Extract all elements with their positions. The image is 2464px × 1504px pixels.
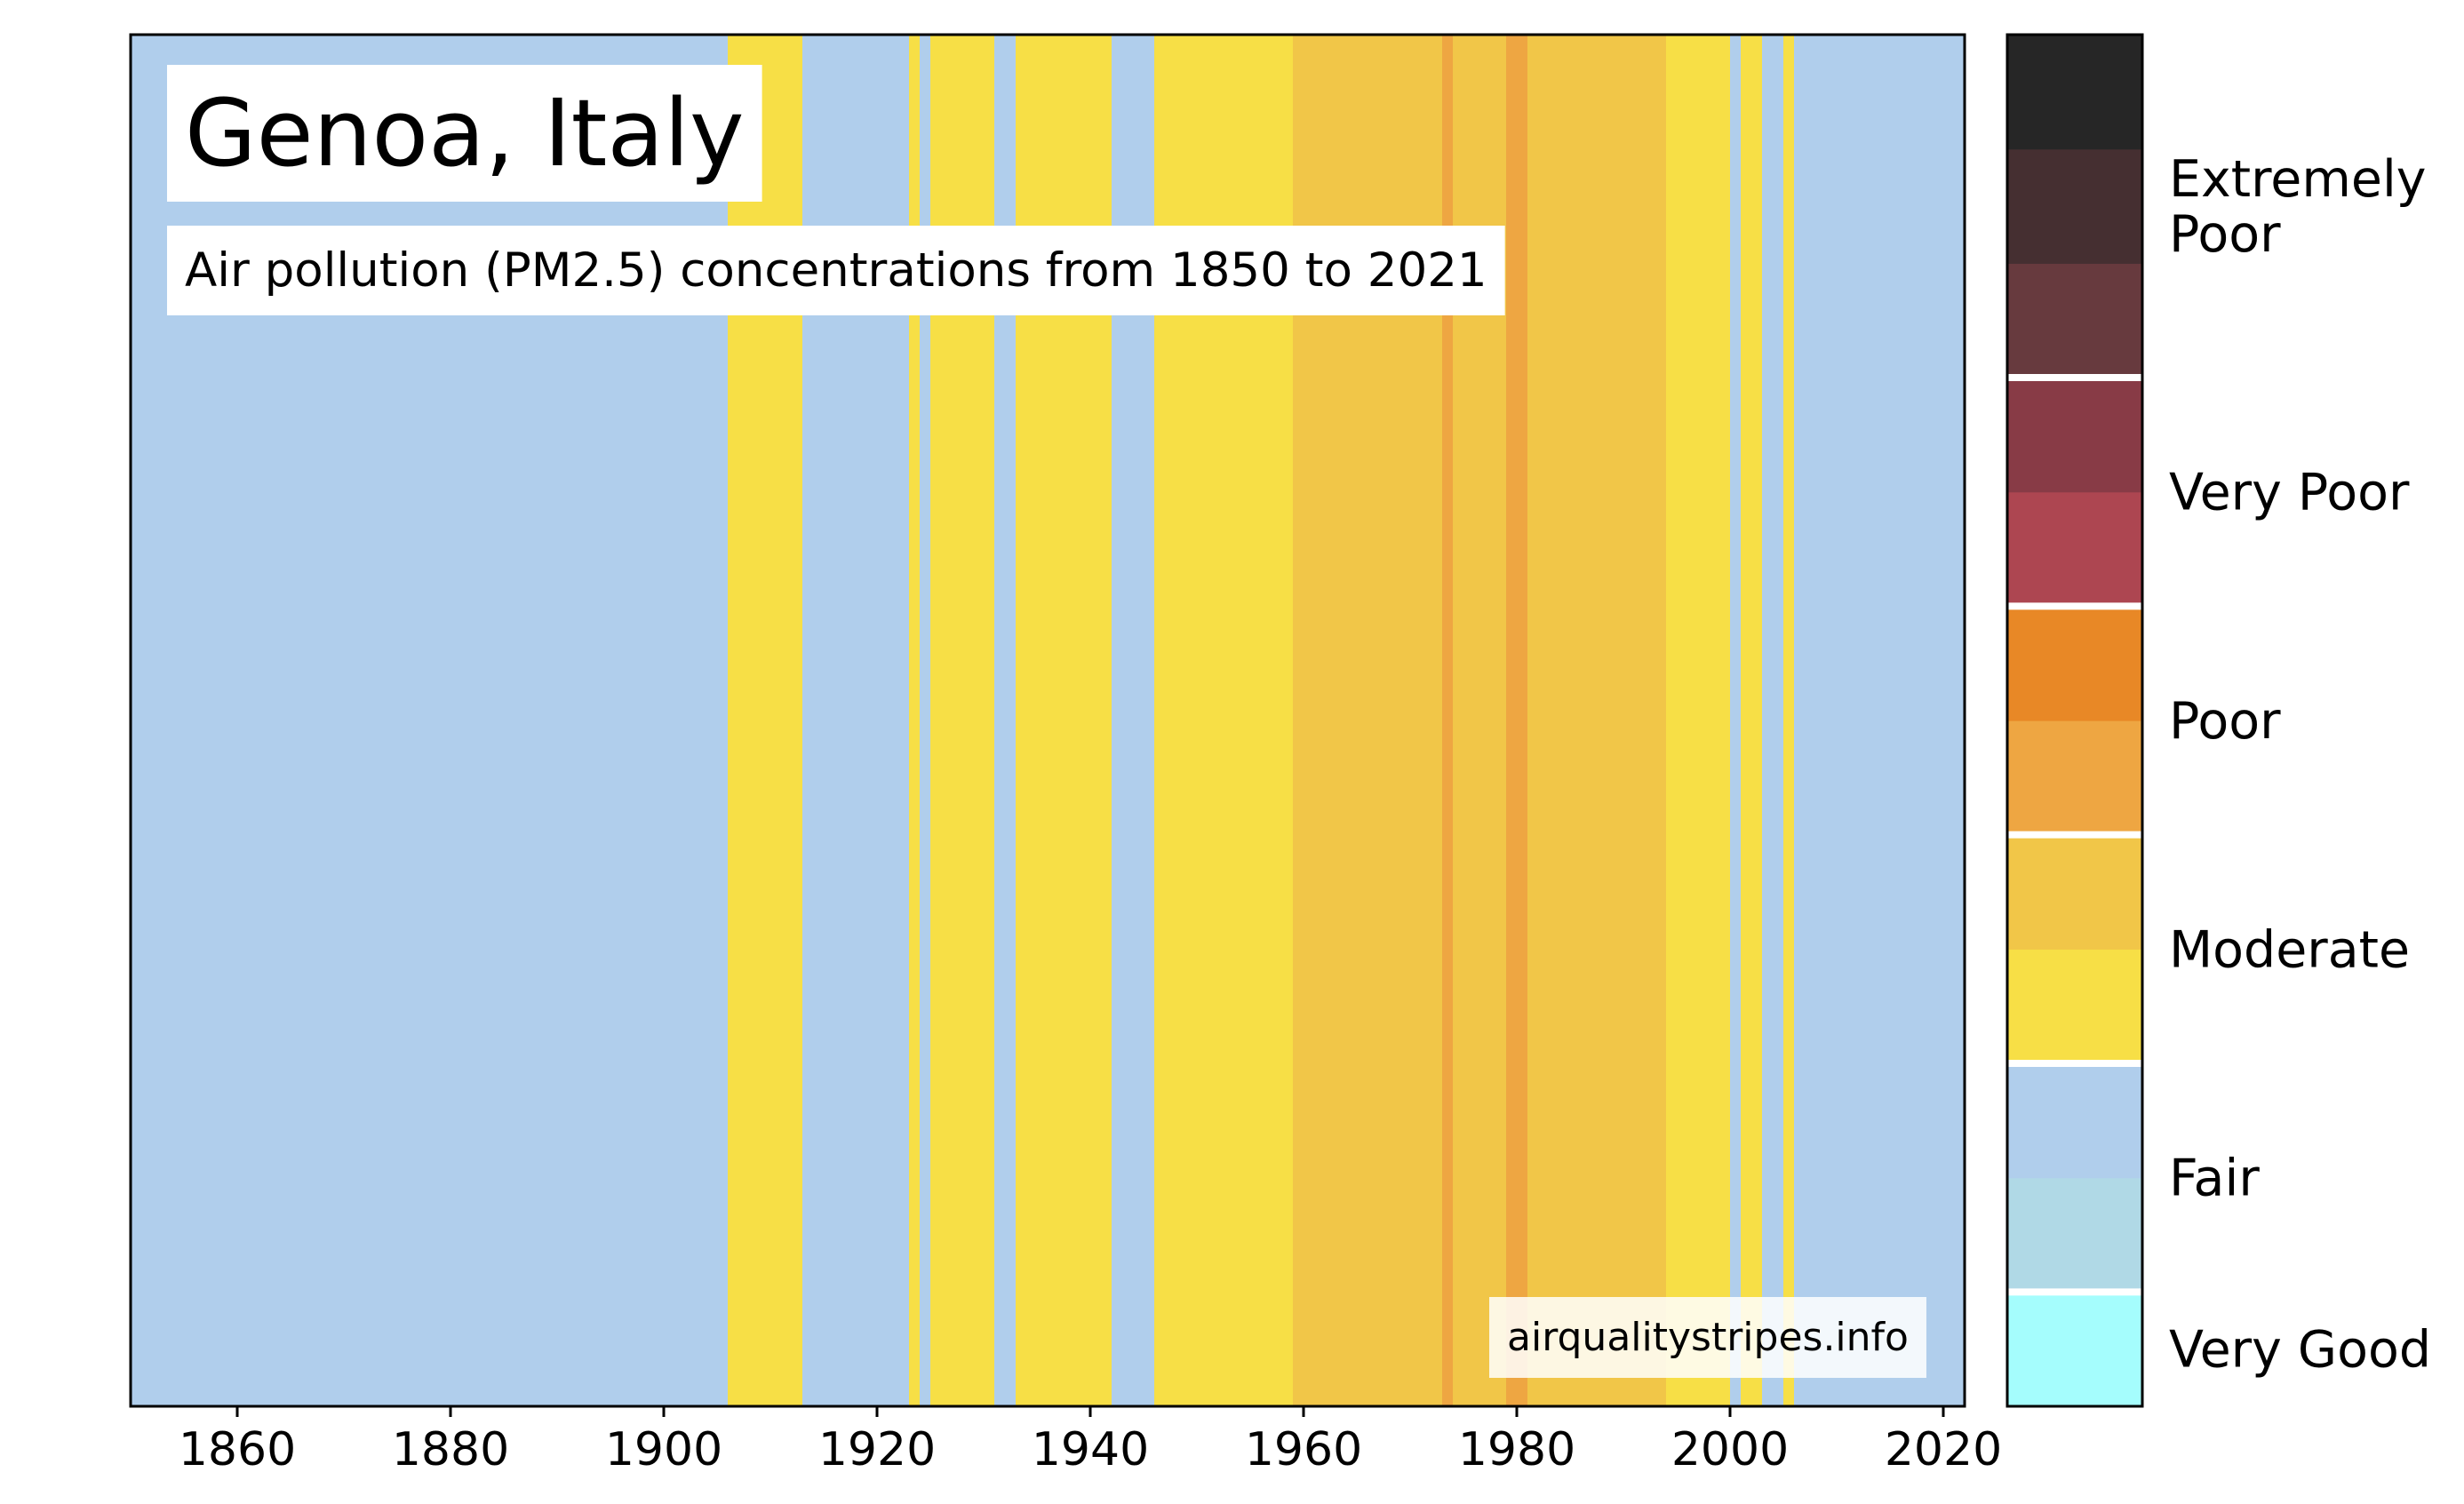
x-axis: 1860 1880 1900 1920 1940 1960 1980 2000 2020 xyxy=(179,1406,2002,1476)
legend-swatch xyxy=(2007,606,2142,721)
legend-swatch xyxy=(2007,148,2142,264)
legend-swatch xyxy=(2007,1292,2142,1407)
x-tick-label: 1860 xyxy=(179,1423,296,1476)
stripe-1923 xyxy=(909,35,921,1406)
stripe-2001 xyxy=(1741,35,1763,1406)
plot-frame xyxy=(129,33,1966,1408)
legend-label: Very Poor xyxy=(2169,464,2410,522)
x-tick-label: 1940 xyxy=(1032,1423,1149,1476)
title-box xyxy=(167,65,762,202)
x-tick-label: 1980 xyxy=(1458,1423,1575,1476)
x-tick-label: 1900 xyxy=(605,1423,722,1476)
legend-swatch xyxy=(2007,1177,2142,1293)
watermark-box xyxy=(1489,1297,1926,1378)
legend-swatch xyxy=(2007,1063,2142,1179)
x-tick-label: 2000 xyxy=(1671,1423,1789,1476)
x-tick-label: 1880 xyxy=(392,1423,509,1476)
legend-swatch xyxy=(2007,35,2142,150)
legend-swatch xyxy=(2007,378,2142,493)
subtitle-box xyxy=(167,226,1505,315)
legend: Very Good Fair Moderate Poor Very Poor Extrem… xyxy=(2005,33,2431,1408)
chart-title: Genoa, Italy xyxy=(185,79,745,187)
stripe-1994 xyxy=(1666,35,1731,1406)
legend-label: Fair xyxy=(2169,1150,2260,1208)
stripe-1981 xyxy=(1527,35,1667,1406)
legend-label: Moderate xyxy=(2169,920,2410,979)
legend-label: Extremely Poor xyxy=(2169,150,2427,264)
stripe-2005 xyxy=(1783,35,1795,1406)
chart-subtitle: Air pollution (PM2.5) concentrations fro… xyxy=(185,243,1487,298)
x-tick-label: 2020 xyxy=(1885,1423,2002,1476)
legend-label: Poor xyxy=(2169,692,2281,751)
stripe-1979 xyxy=(1506,35,1528,1406)
x-tick-label: 1920 xyxy=(818,1423,936,1476)
stripe-1973 xyxy=(1442,35,1454,1406)
legend-swatch xyxy=(2007,834,2142,950)
stripe-2000 xyxy=(1730,35,1742,1406)
x-tick-label: 1960 xyxy=(1245,1423,1362,1476)
watermark: airqualitystripes.info xyxy=(1507,1315,1909,1360)
legend-frame xyxy=(2005,33,2144,1408)
stripe-2003 xyxy=(1762,35,1784,1406)
legend-swatch xyxy=(2007,949,2142,1064)
legend-swatch xyxy=(2007,720,2142,836)
stripe-1924 xyxy=(920,35,931,1406)
legend-label: Very Good xyxy=(2169,1321,2431,1380)
stripe-2006 xyxy=(1794,35,1966,1406)
legend-swatch xyxy=(2007,263,2142,378)
legend-swatch xyxy=(2007,491,2142,607)
